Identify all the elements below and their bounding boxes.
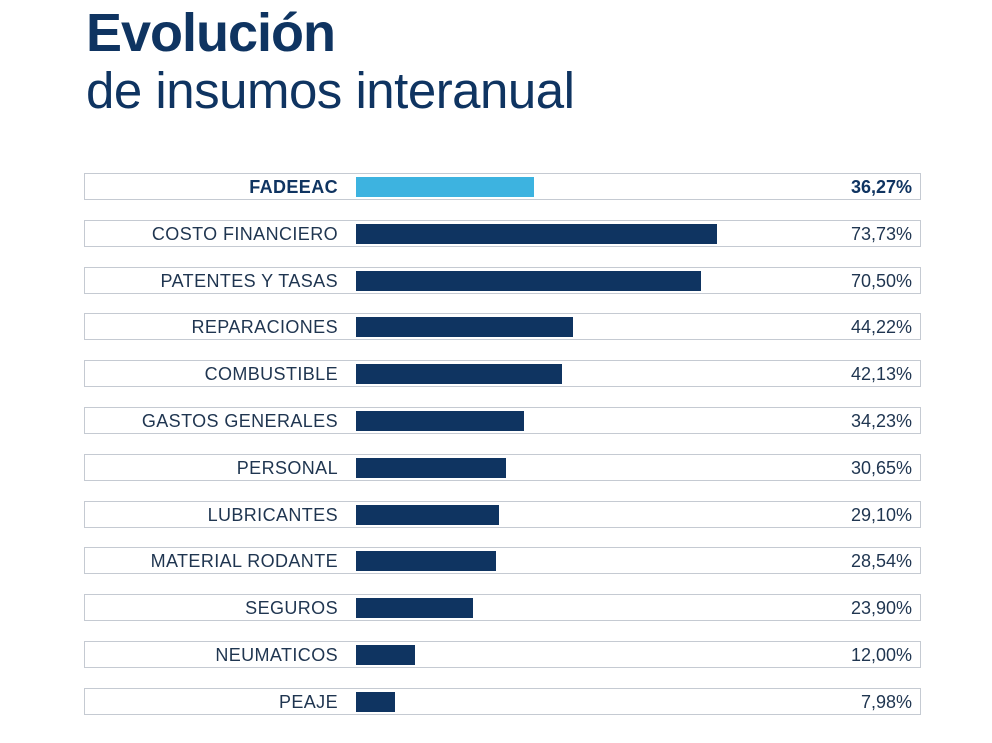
category-label: COMBUSTIBLE (204, 364, 338, 385)
bar-row: FADEEAC 36,27% (84, 173, 921, 200)
bar (356, 411, 524, 431)
value-label: 12,00% (850, 645, 912, 665)
bar-row: PATENTES Y TASAS 70,50% (84, 266, 921, 294)
bar (356, 457, 507, 478)
bar (356, 645, 415, 665)
bar-row: GASTOS GENERALES 34,23% (84, 407, 921, 434)
category-label: SEGUROS (245, 598, 338, 619)
value-label: 70,50% (850, 270, 912, 291)
value-label: 7,98% (860, 691, 912, 712)
bar (356, 270, 702, 291)
value-label: 29,10% (850, 504, 912, 525)
value-label: 42,13% (850, 364, 912, 385)
chart-title: Evolución de insumos interanual (86, 3, 575, 120)
value-label: 28,54% (850, 551, 912, 572)
value-label: 30,65% (850, 457, 912, 478)
bar-row: SEGUROS 23,90% (84, 594, 921, 622)
value-label: 23,90% (850, 598, 912, 619)
category-label: PERSONAL (236, 457, 338, 478)
bar (356, 551, 496, 572)
bar (356, 504, 499, 525)
value-label: 44,22% (850, 317, 912, 338)
value-label: 34,23% (850, 411, 912, 431)
bar-row: LUBRICANTES 29,10% (84, 500, 921, 528)
category-label: PATENTES Y TASAS (160, 270, 338, 291)
bar-row: PEAJE 7,98% (84, 687, 921, 715)
bar (356, 317, 573, 338)
bar-row: COMBUSTIBLE 42,13% (84, 360, 921, 388)
title-line-2: de insumos interanual (86, 62, 575, 119)
bar (356, 691, 396, 712)
bar (356, 598, 474, 619)
bar-row: NEUMATICOS 12,00% (84, 641, 921, 668)
category-label: PEAJE (278, 691, 338, 712)
bar (356, 223, 718, 244)
category-label: LUBRICANTES (207, 504, 338, 525)
bar-row: PERSONAL 30,65% (84, 453, 921, 481)
category-label: COSTO FINANCIERO (151, 223, 338, 244)
category-label: FADEEAC (249, 177, 338, 197)
bar (356, 364, 563, 385)
bar-row: MATERIAL RODANTE 28,54% (84, 547, 921, 575)
bar (356, 177, 534, 197)
category-label: REPARACIONES (191, 317, 338, 338)
bar-row: COSTO FINANCIERO 73,73% (84, 219, 921, 247)
value-label: 73,73% (850, 223, 912, 244)
category-label: MATERIAL RODANTE (150, 551, 338, 572)
value-label: 36,27% (850, 177, 912, 197)
category-label: GASTOS GENERALES (141, 411, 338, 431)
bar-row: REPARACIONES 44,22% (84, 313, 921, 341)
title-line-1: Evolución (86, 3, 336, 63)
category-label: NEUMATICOS (215, 645, 338, 665)
